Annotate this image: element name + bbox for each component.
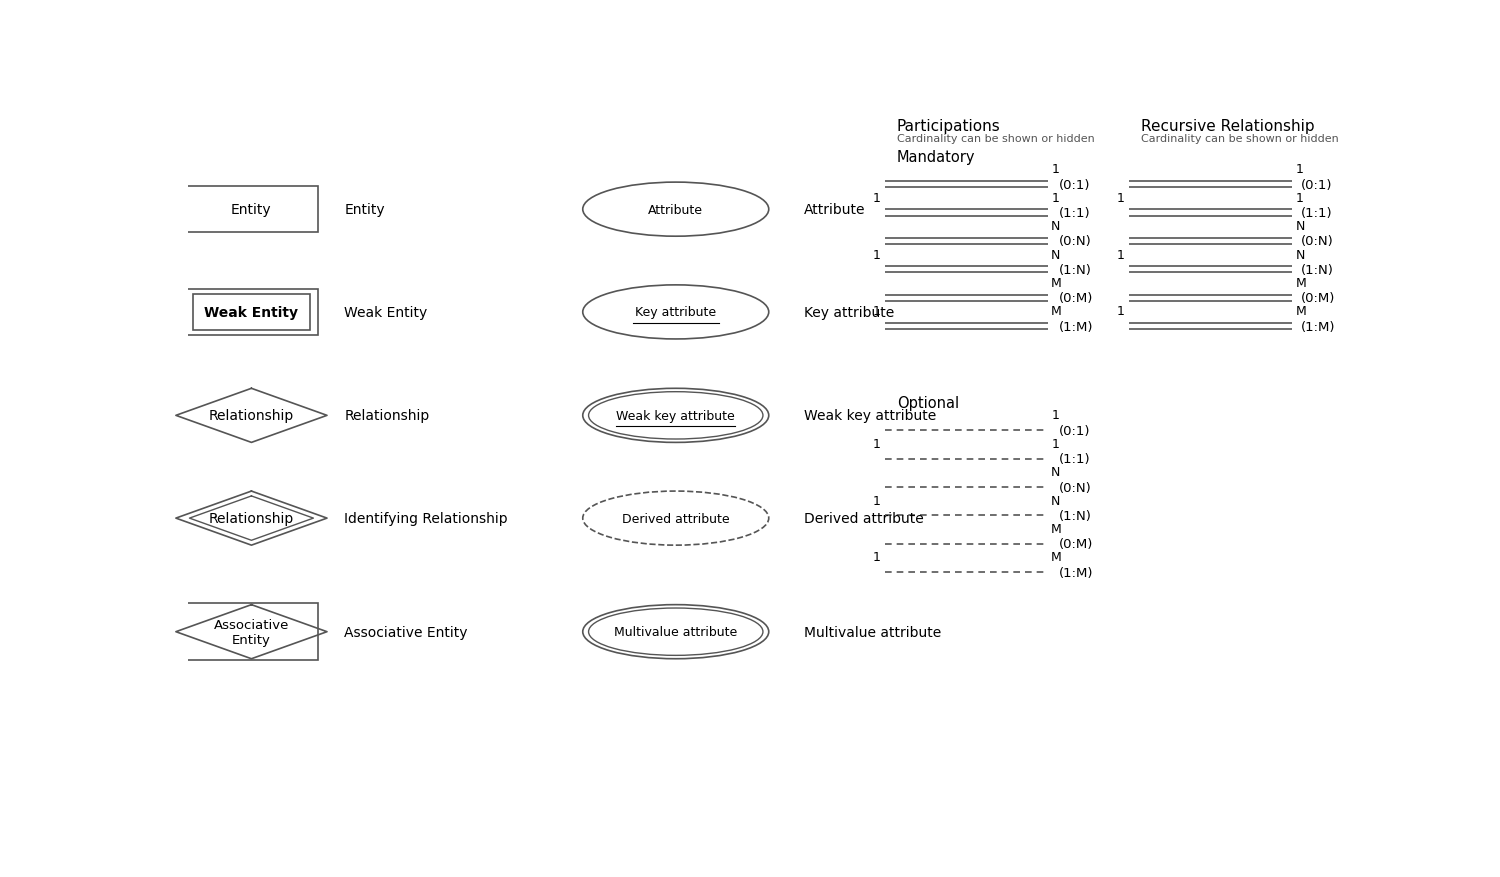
- Text: N: N: [1052, 248, 1060, 261]
- Text: 1: 1: [1116, 248, 1125, 261]
- Text: 1: 1: [873, 248, 880, 261]
- Text: 1: 1: [1052, 163, 1059, 176]
- Text: Associative
Entity: Associative Entity: [213, 618, 290, 646]
- Ellipse shape: [582, 286, 768, 339]
- Text: (1:N): (1:N): [1059, 263, 1092, 276]
- Text: Attribute: Attribute: [648, 203, 704, 217]
- Text: 1: 1: [1116, 305, 1125, 318]
- Ellipse shape: [582, 183, 768, 237]
- Ellipse shape: [582, 491, 768, 545]
- Text: (0:M): (0:M): [1059, 538, 1094, 551]
- Text: (1:1): (1:1): [1059, 207, 1090, 220]
- Text: Relationship: Relationship: [209, 409, 294, 423]
- Text: 1: 1: [1052, 438, 1059, 450]
- Text: Cardinality can be shown or hidden: Cardinality can be shown or hidden: [897, 133, 1095, 144]
- Text: Participations: Participations: [897, 118, 1001, 133]
- Text: (0:M): (0:M): [1059, 292, 1094, 305]
- Text: 1: 1: [1052, 191, 1059, 204]
- Text: N: N: [1296, 220, 1305, 233]
- Text: (1:M): (1:M): [1059, 566, 1094, 579]
- Text: (0:N): (0:N): [1059, 481, 1092, 494]
- Text: Optional: Optional: [897, 396, 958, 410]
- Text: (1:1): (1:1): [1059, 453, 1090, 466]
- Text: Entity: Entity: [345, 203, 386, 217]
- Text: (1:1): (1:1): [1300, 207, 1334, 220]
- Text: (1:M): (1:M): [1300, 320, 1335, 333]
- Text: Attribute: Attribute: [804, 203, 865, 217]
- Text: 1: 1: [1052, 409, 1059, 422]
- Bar: [184, 603, 318, 660]
- Ellipse shape: [582, 389, 768, 443]
- Text: (0:1): (0:1): [1300, 178, 1332, 191]
- Text: M: M: [1052, 523, 1062, 535]
- Text: 1: 1: [873, 551, 880, 564]
- Text: Weak Entity: Weak Entity: [204, 305, 298, 319]
- Text: (0:N): (0:N): [1059, 235, 1092, 248]
- Text: N: N: [1052, 220, 1060, 233]
- Ellipse shape: [582, 605, 768, 659]
- Text: (1:M): (1:M): [1059, 320, 1094, 333]
- Text: Entity: Entity: [231, 203, 272, 217]
- Text: Weak Entity: Weak Entity: [345, 305, 427, 319]
- Bar: [184, 289, 318, 336]
- Text: 1: 1: [873, 438, 880, 450]
- Text: M: M: [1296, 276, 1306, 289]
- Text: N: N: [1296, 248, 1305, 261]
- Text: Multivalue attribute: Multivalue attribute: [614, 625, 738, 638]
- Text: Derived attribute: Derived attribute: [622, 512, 729, 525]
- Text: M: M: [1052, 276, 1062, 289]
- Text: Key attribute: Key attribute: [634, 306, 717, 319]
- Text: Identifying Relationship: Identifying Relationship: [345, 511, 508, 525]
- Text: Cardinality can be shown or hidden: Cardinality can be shown or hidden: [1140, 133, 1338, 144]
- Ellipse shape: [588, 392, 764, 439]
- Text: 1: 1: [1296, 163, 1304, 176]
- Text: (0:M): (0:M): [1300, 292, 1335, 305]
- Text: (0:1): (0:1): [1059, 178, 1090, 191]
- Text: Weak key attribute: Weak key attribute: [804, 409, 936, 423]
- Text: M: M: [1052, 551, 1062, 564]
- Text: (1:N): (1:N): [1059, 510, 1092, 523]
- Text: M: M: [1296, 305, 1306, 318]
- Text: Recursive Relationship: Recursive Relationship: [1140, 118, 1314, 133]
- Bar: [184, 187, 318, 233]
- Ellipse shape: [588, 609, 764, 656]
- Text: Key attribute: Key attribute: [804, 305, 894, 319]
- Text: 1: 1: [873, 494, 880, 507]
- Text: Multivalue attribute: Multivalue attribute: [804, 625, 940, 639]
- Text: Associative Entity: Associative Entity: [345, 625, 468, 639]
- Text: (1:N): (1:N): [1300, 263, 1334, 276]
- Text: Relationship: Relationship: [345, 409, 429, 423]
- Bar: [192, 295, 310, 331]
- Text: 1: 1: [1116, 191, 1125, 204]
- Text: 1: 1: [1296, 191, 1304, 204]
- Text: (0:N): (0:N): [1300, 235, 1334, 248]
- Text: Mandatory: Mandatory: [897, 150, 975, 165]
- Text: M: M: [1052, 305, 1062, 318]
- Text: Weak key attribute: Weak key attribute: [616, 410, 735, 423]
- Text: Derived attribute: Derived attribute: [804, 511, 924, 525]
- Text: 1: 1: [873, 191, 880, 204]
- Text: 1: 1: [873, 305, 880, 318]
- Text: (0:1): (0:1): [1059, 424, 1090, 438]
- Text: Relationship: Relationship: [209, 511, 294, 525]
- Text: N: N: [1052, 466, 1060, 479]
- Text: N: N: [1052, 494, 1060, 507]
